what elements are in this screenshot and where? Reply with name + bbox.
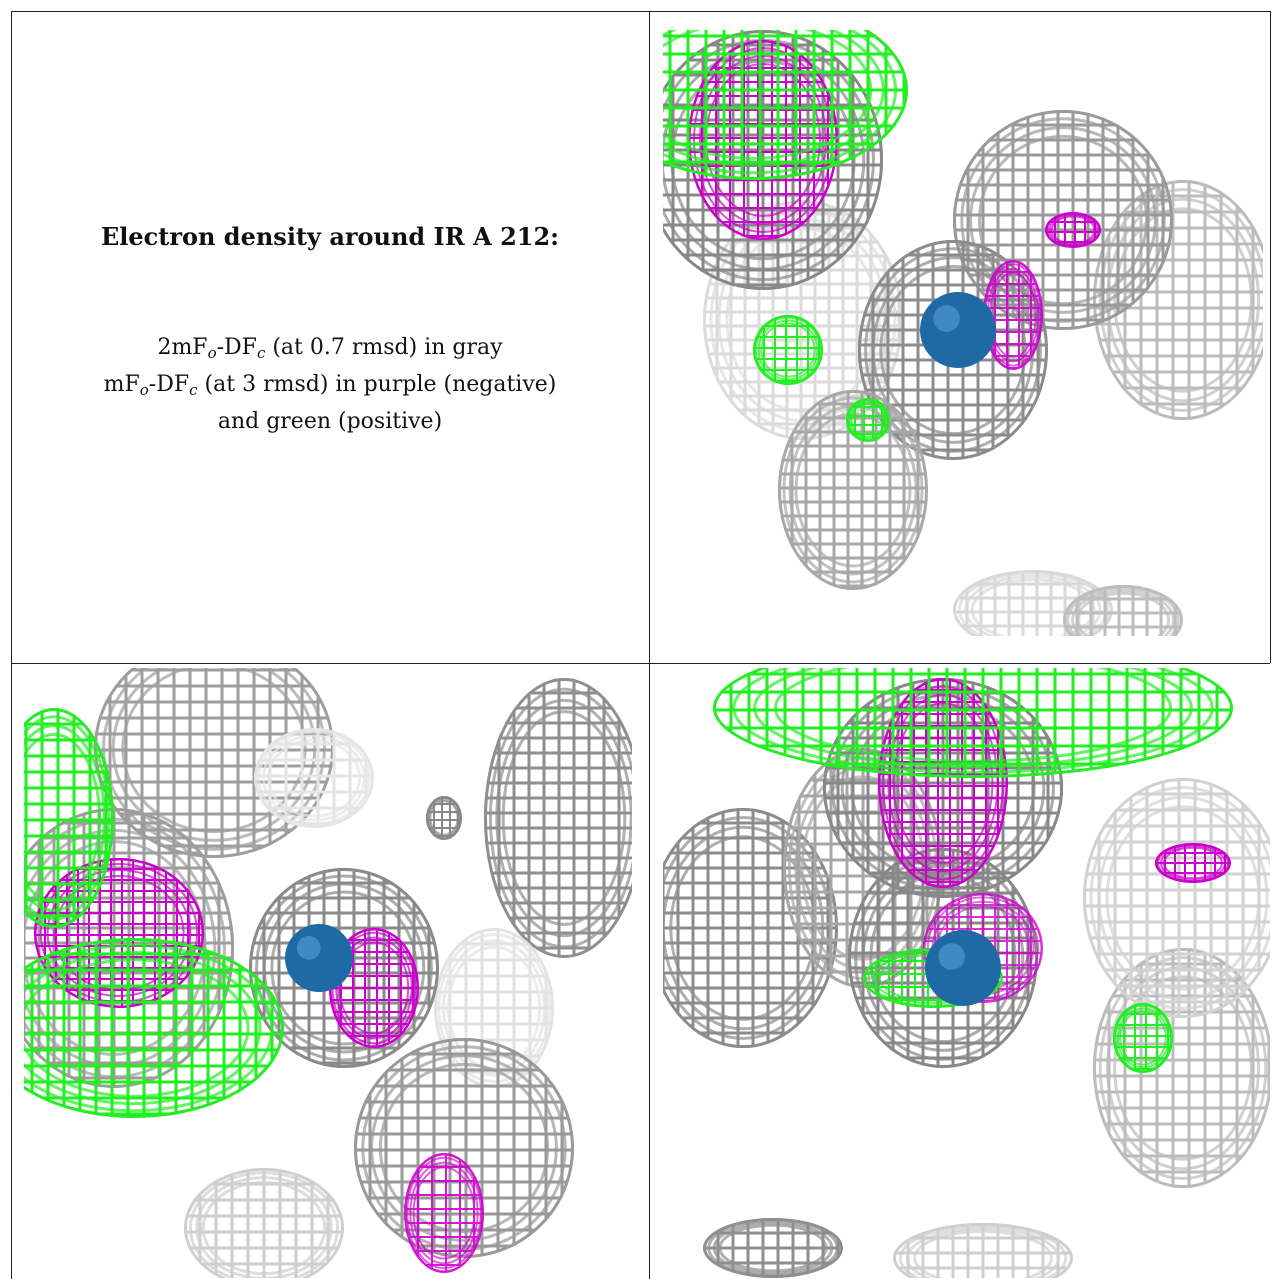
table-border-middle	[12, 663, 1270, 664]
caption-line-2: mFo-DFc (at 3 rmsd) in purple (negative)	[12, 369, 648, 406]
table-border-right	[1270, 11, 1271, 663]
mesh-2fofc	[778, 390, 928, 590]
mesh-positive	[846, 398, 890, 442]
table-border-top	[12, 11, 1270, 12]
mesh-2fofc	[254, 728, 374, 828]
density-map-view-bottom-right	[663, 668, 1270, 1278]
view-bottom-right	[663, 668, 1270, 1278]
view-top-right	[663, 30, 1263, 636]
caption-line-2-sub-c: c	[189, 381, 198, 399]
mesh-negative	[1045, 212, 1101, 248]
mesh-2fofc	[953, 110, 1173, 330]
mesh-2fofc	[426, 796, 462, 840]
view-bottom-left	[24, 668, 632, 1278]
mesh-negative	[404, 1153, 484, 1273]
caption-line-1-b: -DF	[216, 335, 257, 360]
mesh-2fofc	[1093, 180, 1263, 420]
caption-title: Electron density around IR A 212:	[100, 222, 560, 251]
table-border-center	[649, 11, 650, 1279]
caption-line-1-a: 2mF	[157, 335, 208, 360]
caption-line-1-sub-c: c	[256, 344, 266, 362]
mesh-2fofc	[893, 1223, 1073, 1278]
caption-line-2-c: (at 3 rmsd) in purple (negative)	[197, 372, 557, 397]
density-map-view-bottom-left	[24, 668, 632, 1278]
table-border-left	[11, 11, 12, 1279]
caption-line-1-c: (at 0.7 rmsd) in gray	[265, 335, 503, 360]
mesh-2fofc	[184, 1168, 344, 1278]
caption-line-2-b: -DF	[148, 372, 190, 397]
metal-atom-sphere	[925, 930, 1001, 1006]
mesh-positive	[1113, 1003, 1173, 1073]
caption-line-1: 2mFo-DFc (at 0.7 rmsd) in gray	[12, 332, 648, 369]
mesh-positive	[24, 708, 114, 928]
metal-atom-sphere	[920, 292, 996, 368]
caption-cell: Electron density around IR A 212: 2mFo-D…	[12, 12, 648, 662]
mesh-2fofc	[1083, 778, 1270, 1018]
mesh-2fofc	[703, 1218, 843, 1278]
caption-line-2-sub-o: o	[139, 381, 149, 399]
caption-line-3: and green (positive)	[217, 409, 443, 434]
caption-line-2-a: mF	[103, 372, 140, 397]
mesh-2fofc	[484, 678, 632, 958]
mesh-2fofc	[354, 1038, 574, 1258]
caption-line-1-sub-o: o	[207, 344, 217, 362]
caption-body: 2mFo-DFc (at 0.7 rmsd) in gray mFo-DFc (…	[12, 332, 648, 438]
mesh-negative	[1155, 843, 1231, 883]
metal-atom-sphere	[285, 924, 353, 992]
mesh-2fofc	[1093, 948, 1270, 1188]
density-map-view-top-right	[663, 30, 1263, 636]
